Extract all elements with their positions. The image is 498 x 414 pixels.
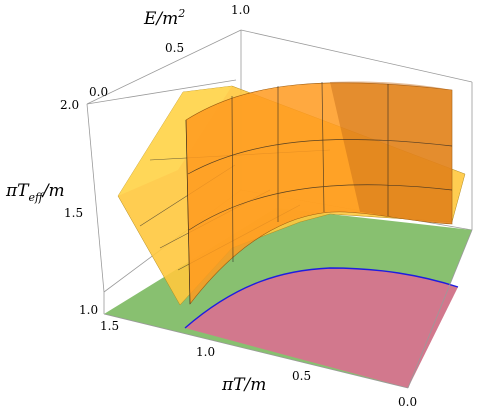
- z-tick-label: 2.0: [60, 98, 79, 112]
- x-tick-label: 1.0: [196, 345, 215, 359]
- x-tick-label: 1.5: [100, 319, 119, 333]
- x-axis-title: πT/m: [221, 375, 266, 395]
- y-axis-title: E/m2: [143, 7, 185, 29]
- orange-surface: [185, 81, 453, 305]
- y-tick-label: 0.5: [165, 41, 184, 55]
- box-front-edges: [86, 79, 473, 389]
- z-axis-title: πTeff/m: [5, 181, 65, 204]
- z-tick-label: 1.5: [64, 206, 83, 220]
- floor-pink-region: [185, 268, 458, 388]
- y-tick-label: 1.0: [231, 3, 250, 17]
- y-ticks: 0.0 0.5 1.0: [89, 3, 250, 99]
- x-tick-label: 0.0: [398, 395, 417, 409]
- x-tick-label: 0.5: [292, 369, 311, 383]
- z-tick-label: 1.0: [79, 303, 98, 317]
- boundary-curve: [184, 267, 459, 329]
- z-ticks: 2.0 1.5 1.0: [60, 98, 98, 317]
- orange-mesh: [185, 81, 453, 305]
- x-ticks: 1.5 1.0 0.5 0.0: [100, 319, 417, 409]
- y-tick-label: 0.0: [89, 85, 108, 99]
